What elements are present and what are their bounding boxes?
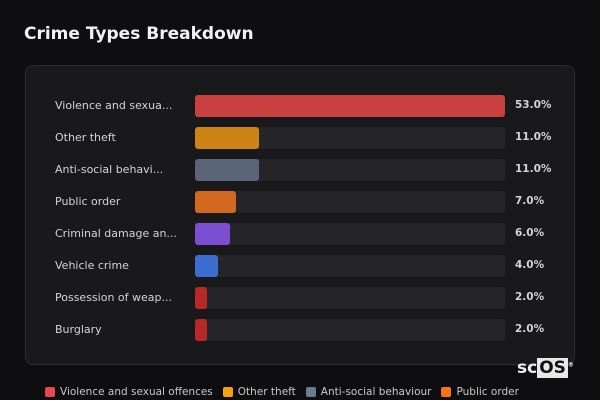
bar-row: Anti-social behavi... 11.0% (26, 159, 574, 181)
legend-swatch (45, 387, 55, 397)
legend-swatch (305, 387, 316, 397)
category-label: Criminal damage an... (55, 227, 177, 240)
bar[interactable] (195, 287, 207, 309)
bar-track (195, 95, 505, 117)
bar-row: Public order 7.0% (26, 191, 574, 213)
category-label: Possession of weap... (55, 291, 172, 304)
legend-swatch (441, 387, 452, 397)
legend-swatch (222, 387, 233, 397)
bar-track (195, 287, 505, 309)
bar[interactable] (195, 159, 260, 181)
bar[interactable] (195, 191, 236, 213)
legend-item[interactable]: Public order (441, 386, 519, 398)
value-label: 53.0% (515, 99, 552, 111)
category-label: Public order (55, 195, 121, 208)
bar[interactable] (195, 127, 260, 149)
bar-row: Violence and sexua... 53.0% (26, 95, 574, 117)
bar-row: Burglary 2.0% (26, 319, 574, 341)
value-label: 11.0% (515, 163, 552, 175)
value-label: 2.0% (515, 323, 545, 335)
bar[interactable] (195, 223, 231, 245)
bar-track (195, 191, 505, 213)
scos-logo: sc OS ® (517, 358, 574, 378)
value-label: 7.0% (515, 195, 545, 207)
value-label: 6.0% (515, 227, 545, 239)
bar-track (195, 127, 505, 149)
bar-row: Possession of weap... 2.0% (26, 287, 574, 309)
bar-track (195, 223, 505, 245)
bar-row: Vehicle crime 4.0% (26, 255, 574, 277)
value-label: 4.0% (515, 259, 545, 271)
legend-label: Violence and sexual offences (60, 386, 213, 398)
legend-label: Anti-social behaviour (320, 386, 432, 398)
bar[interactable] (195, 319, 207, 341)
legend-item[interactable]: Other theft (222, 386, 296, 398)
legend-item[interactable]: Violence and sexual offences (45, 386, 213, 398)
value-label: 11.0% (515, 131, 552, 143)
category-label: Burglary (55, 323, 102, 336)
category-label: Vehicle crime (55, 259, 129, 272)
category-label: Violence and sexua... (55, 99, 173, 112)
legend-item[interactable]: Anti-social behaviour (305, 386, 432, 398)
bar-row: Criminal damage an... 6.0% (26, 223, 574, 245)
bar[interactable] (195, 95, 505, 117)
category-label: Other theft (55, 131, 116, 144)
bar-track (195, 319, 505, 341)
category-label: Anti-social behavi... (55, 163, 164, 176)
bar-row: Other theft 11.0% (26, 127, 574, 149)
legend: Violence and sexual offences Other theft A… (45, 386, 519, 398)
chart-title: Crime Types Breakdown (24, 24, 254, 44)
legend-label: Other theft (237, 386, 296, 398)
bar[interactable] (195, 255, 219, 277)
bar-track (195, 255, 505, 277)
chart-panel: Violence and sexua... 53.0% Other theft 1… (25, 65, 575, 365)
bar-track (195, 159, 505, 181)
legend-label: Public order (456, 386, 519, 398)
value-label: 2.0% (515, 291, 545, 303)
